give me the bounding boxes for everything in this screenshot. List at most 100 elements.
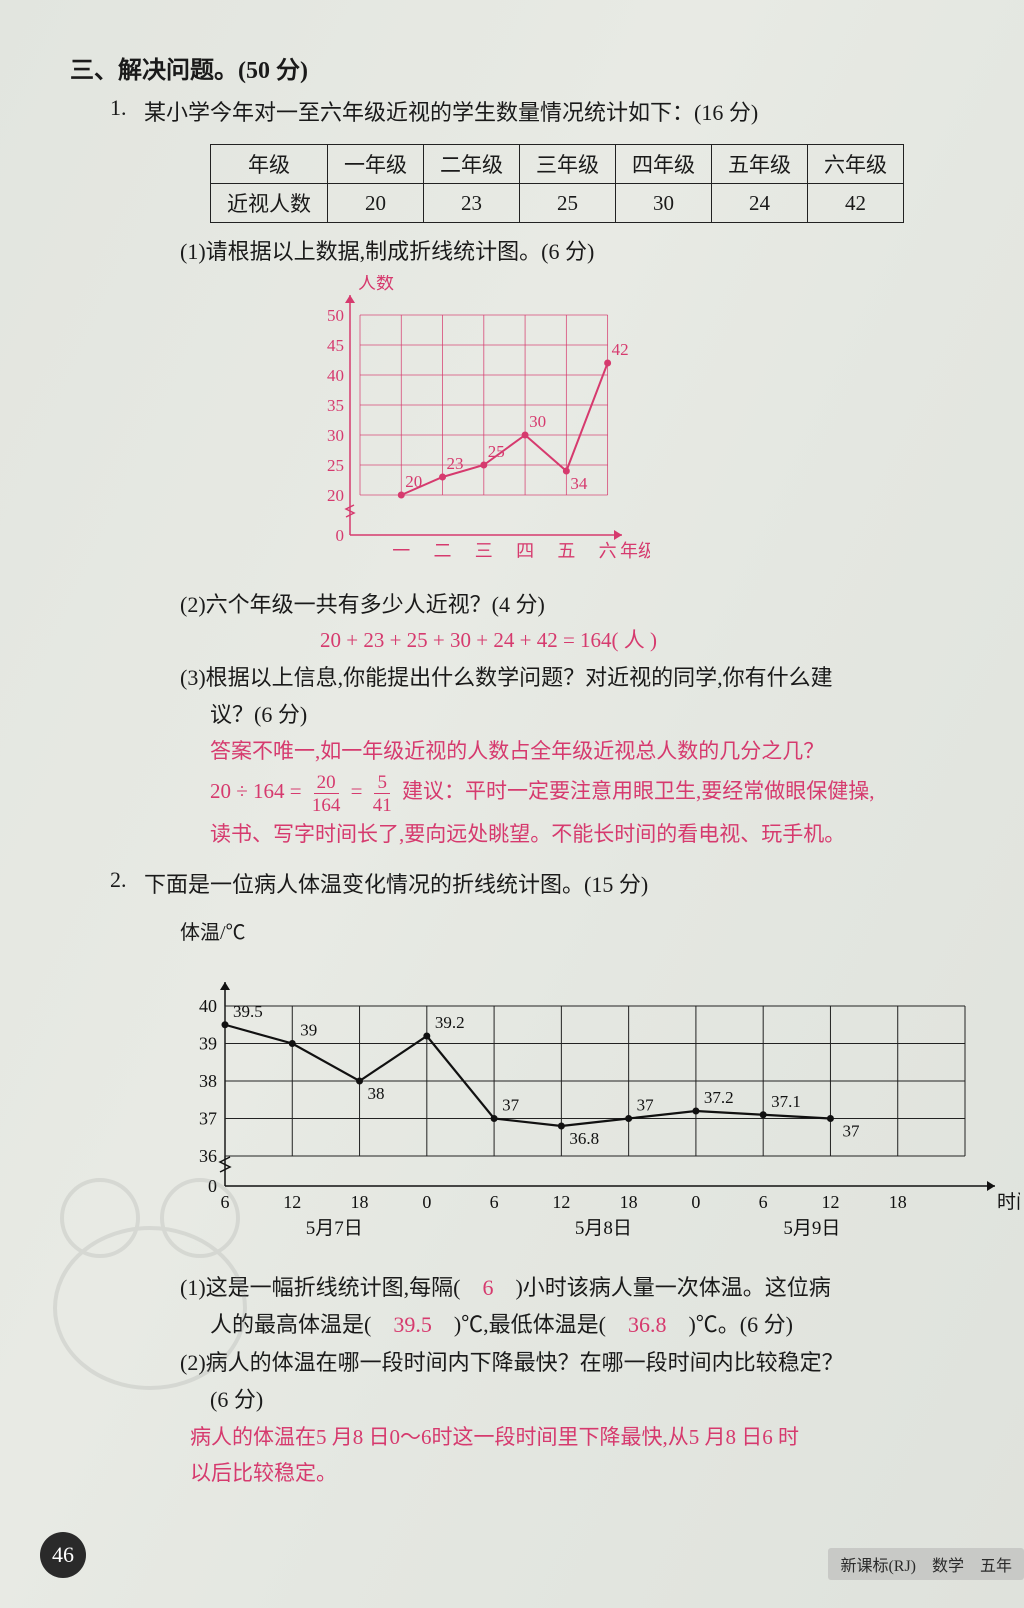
svg-text:四: 四 <box>516 541 534 561</box>
fraction-2: 541 <box>370 770 395 816</box>
svg-text:年级: 年级 <box>620 541 650 561</box>
svg-text:37: 37 <box>842 1122 860 1141</box>
svg-text:18: 18 <box>620 1192 638 1212</box>
svg-text:三: 三 <box>475 541 493 561</box>
table-cell: 30 <box>616 184 712 223</box>
table-cell: 23 <box>424 184 520 223</box>
q1-part3-line1: (3)根据以上信息,你能提出什么数学问题？对近视的同学,你有什么建 <box>180 659 984 696</box>
question-2: 2. 下面是一位病人体温变化情况的折线统计图。(15 分) <box>110 867 984 902</box>
table-header-cell: 三年级 <box>520 145 616 184</box>
svg-text:37: 37 <box>199 1109 217 1129</box>
svg-text:6: 6 <box>759 1192 768 1212</box>
q1-text: 某小学今年对一至六年级近视的学生数量情况统计如下：(16 分) <box>144 95 984 130</box>
q1-p3-ans2-a: 20 ÷ 164 = <box>210 779 307 803</box>
svg-text:25: 25 <box>488 442 505 461</box>
q2-p1-ans1: 6 <box>482 1275 493 1300</box>
svg-text:五: 五 <box>557 541 575 561</box>
svg-text:45: 45 <box>327 336 344 355</box>
svg-text:35: 35 <box>327 396 344 415</box>
svg-text:12: 12 <box>821 1192 839 1212</box>
svg-text:37.2: 37.2 <box>704 1088 734 1107</box>
svg-text:50: 50 <box>327 306 344 325</box>
q2-text: 下面是一位病人体温变化情况的折线统计图。(15 分) <box>144 867 984 902</box>
svg-text:6: 6 <box>221 1192 230 1212</box>
page-number: 46 <box>40 1532 86 1578</box>
svg-text:12: 12 <box>283 1192 301 1212</box>
table-cell: 20 <box>328 184 424 223</box>
svg-text:36: 36 <box>199 1146 217 1166</box>
svg-text:38: 38 <box>199 1071 217 1091</box>
table-header-cell: 六年级 <box>808 145 904 184</box>
section-title: 三、解决问题。(50 分) <box>70 50 984 85</box>
svg-text:39: 39 <box>199 1034 217 1054</box>
svg-text:30: 30 <box>327 426 344 445</box>
question-1: 1. 某小学今年对一至六年级近视的学生数量情况统计如下：(16 分) <box>110 95 984 130</box>
q1-p3-ans3: 读书、写字时间长了,要向远处眺望。不能长时间的看电视、玩手机。 <box>210 816 984 853</box>
svg-text:二: 二 <box>434 541 452 561</box>
svg-text:0: 0 <box>336 526 345 545</box>
q1-part3-line2: 议？(6 分) <box>210 696 984 733</box>
svg-text:37: 37 <box>637 1096 655 1115</box>
svg-text:人数: 人数 <box>358 275 394 293</box>
q2-p1-ans3: 36.8 <box>628 1312 667 1337</box>
svg-text:25: 25 <box>327 456 344 475</box>
svg-text:0: 0 <box>691 1192 700 1212</box>
q2-chart: 3637383940061218061218061218时间5月7日5月8日5月… <box>170 956 984 1261</box>
svg-text:39.2: 39.2 <box>435 1013 465 1032</box>
svg-text:18: 18 <box>889 1192 907 1212</box>
q2-part1-line1: (1)这是一幅折线统计图,每隔( 6 )小时该病人量一次体温。这位病 <box>180 1269 984 1306</box>
q2-part2-line1: (2)病人的体温在哪一段时间内下降最快？在哪一段时间内比较稳定？ <box>180 1344 984 1381</box>
svg-text:5月8日: 5月8日 <box>575 1218 632 1239</box>
worksheet-page: 三、解决问题。(50 分) 1. 某小学今年对一至六年级近视的学生数量情况统计如… <box>0 0 1024 1608</box>
q1-p3-ans2-c: 建议：平时一定要注意用眼卫生,要经常做眼保健操, <box>402 779 875 803</box>
q1-part2: (2)六个年级一共有多少人近视？(4 分) <box>180 586 984 623</box>
svg-text:20: 20 <box>405 472 422 491</box>
q1-chart: 202530354045500一二三四五六年级人数202325303442 <box>290 275 984 580</box>
svg-text:39: 39 <box>300 1021 317 1040</box>
svg-text:5月9日: 5月9日 <box>783 1218 840 1239</box>
table-cell: 24 <box>712 184 808 223</box>
svg-text:34: 34 <box>570 474 588 493</box>
q1-part1: (1)请根据以上数据,制成折线统计图。(6 分) <box>180 233 984 270</box>
svg-text:39.5: 39.5 <box>233 1002 263 1021</box>
q2-p1-ans2: 39.5 <box>393 1312 432 1337</box>
footer-right: 新课标(RJ) 数学 五年 <box>828 1548 1024 1580</box>
svg-text:37.1: 37.1 <box>771 1092 801 1111</box>
svg-text:0: 0 <box>422 1192 431 1212</box>
q1-part2-answer: 20 + 23 + 25 + 30 + 24 + 42 = 164( 人 ) <box>320 623 984 659</box>
table-header-cell: 二年级 <box>424 145 520 184</box>
fraction-1: 20164 <box>309 770 344 816</box>
svg-text:时间: 时间 <box>997 1191 1020 1213</box>
q1-p3-ans1: 答案不唯一,如一年级近视的人数占全年级近视总人数的几分之几？ <box>210 733 984 770</box>
q1-p3-ans2-b: = <box>351 779 368 803</box>
svg-text:0: 0 <box>208 1176 217 1196</box>
svg-text:6: 6 <box>490 1192 499 1212</box>
svg-text:5月7日: 5月7日 <box>306 1218 363 1239</box>
svg-text:38: 38 <box>368 1084 385 1103</box>
svg-text:40: 40 <box>199 996 217 1016</box>
svg-text:一: 一 <box>392 541 410 561</box>
q1-number: 1. <box>110 95 140 121</box>
q2-p2-ans1: 病人的体温在5 月8 日0～6时这一段时间里下降最快,从5 月8 日6 时 <box>190 1419 984 1456</box>
svg-text:30: 30 <box>529 412 546 431</box>
svg-text:37: 37 <box>502 1096 520 1115</box>
svg-text:20: 20 <box>327 486 344 505</box>
table-header-cell: 五年级 <box>712 145 808 184</box>
svg-text:18: 18 <box>351 1192 369 1212</box>
table-row-label: 近视人数 <box>211 184 328 223</box>
svg-text:12: 12 <box>552 1192 570 1212</box>
q2-part2-line2: (6 分) <box>210 1381 984 1418</box>
q2-part1-line2: 人的最高体温是( 39.5 )℃,最低体温是( 36.8 )℃。(6 分) <box>210 1306 984 1343</box>
table-header-cell: 四年级 <box>616 145 712 184</box>
q2-ylabel: 体温/℃ <box>180 916 984 950</box>
table-cell: 25 <box>520 184 616 223</box>
svg-text:23: 23 <box>447 454 464 473</box>
svg-text:36.8: 36.8 <box>569 1129 599 1148</box>
q2-p2-ans2: 以后比较稳定。 <box>190 1455 984 1492</box>
svg-text:42: 42 <box>612 340 629 359</box>
table-cell: 42 <box>808 184 904 223</box>
q1-table: 年级一年级二年级三年级四年级五年级六年级近视人数202325302442 <box>210 144 904 223</box>
table-header-cell: 年级 <box>211 145 328 184</box>
q2-number: 2. <box>110 867 140 893</box>
svg-text:40: 40 <box>327 366 344 385</box>
